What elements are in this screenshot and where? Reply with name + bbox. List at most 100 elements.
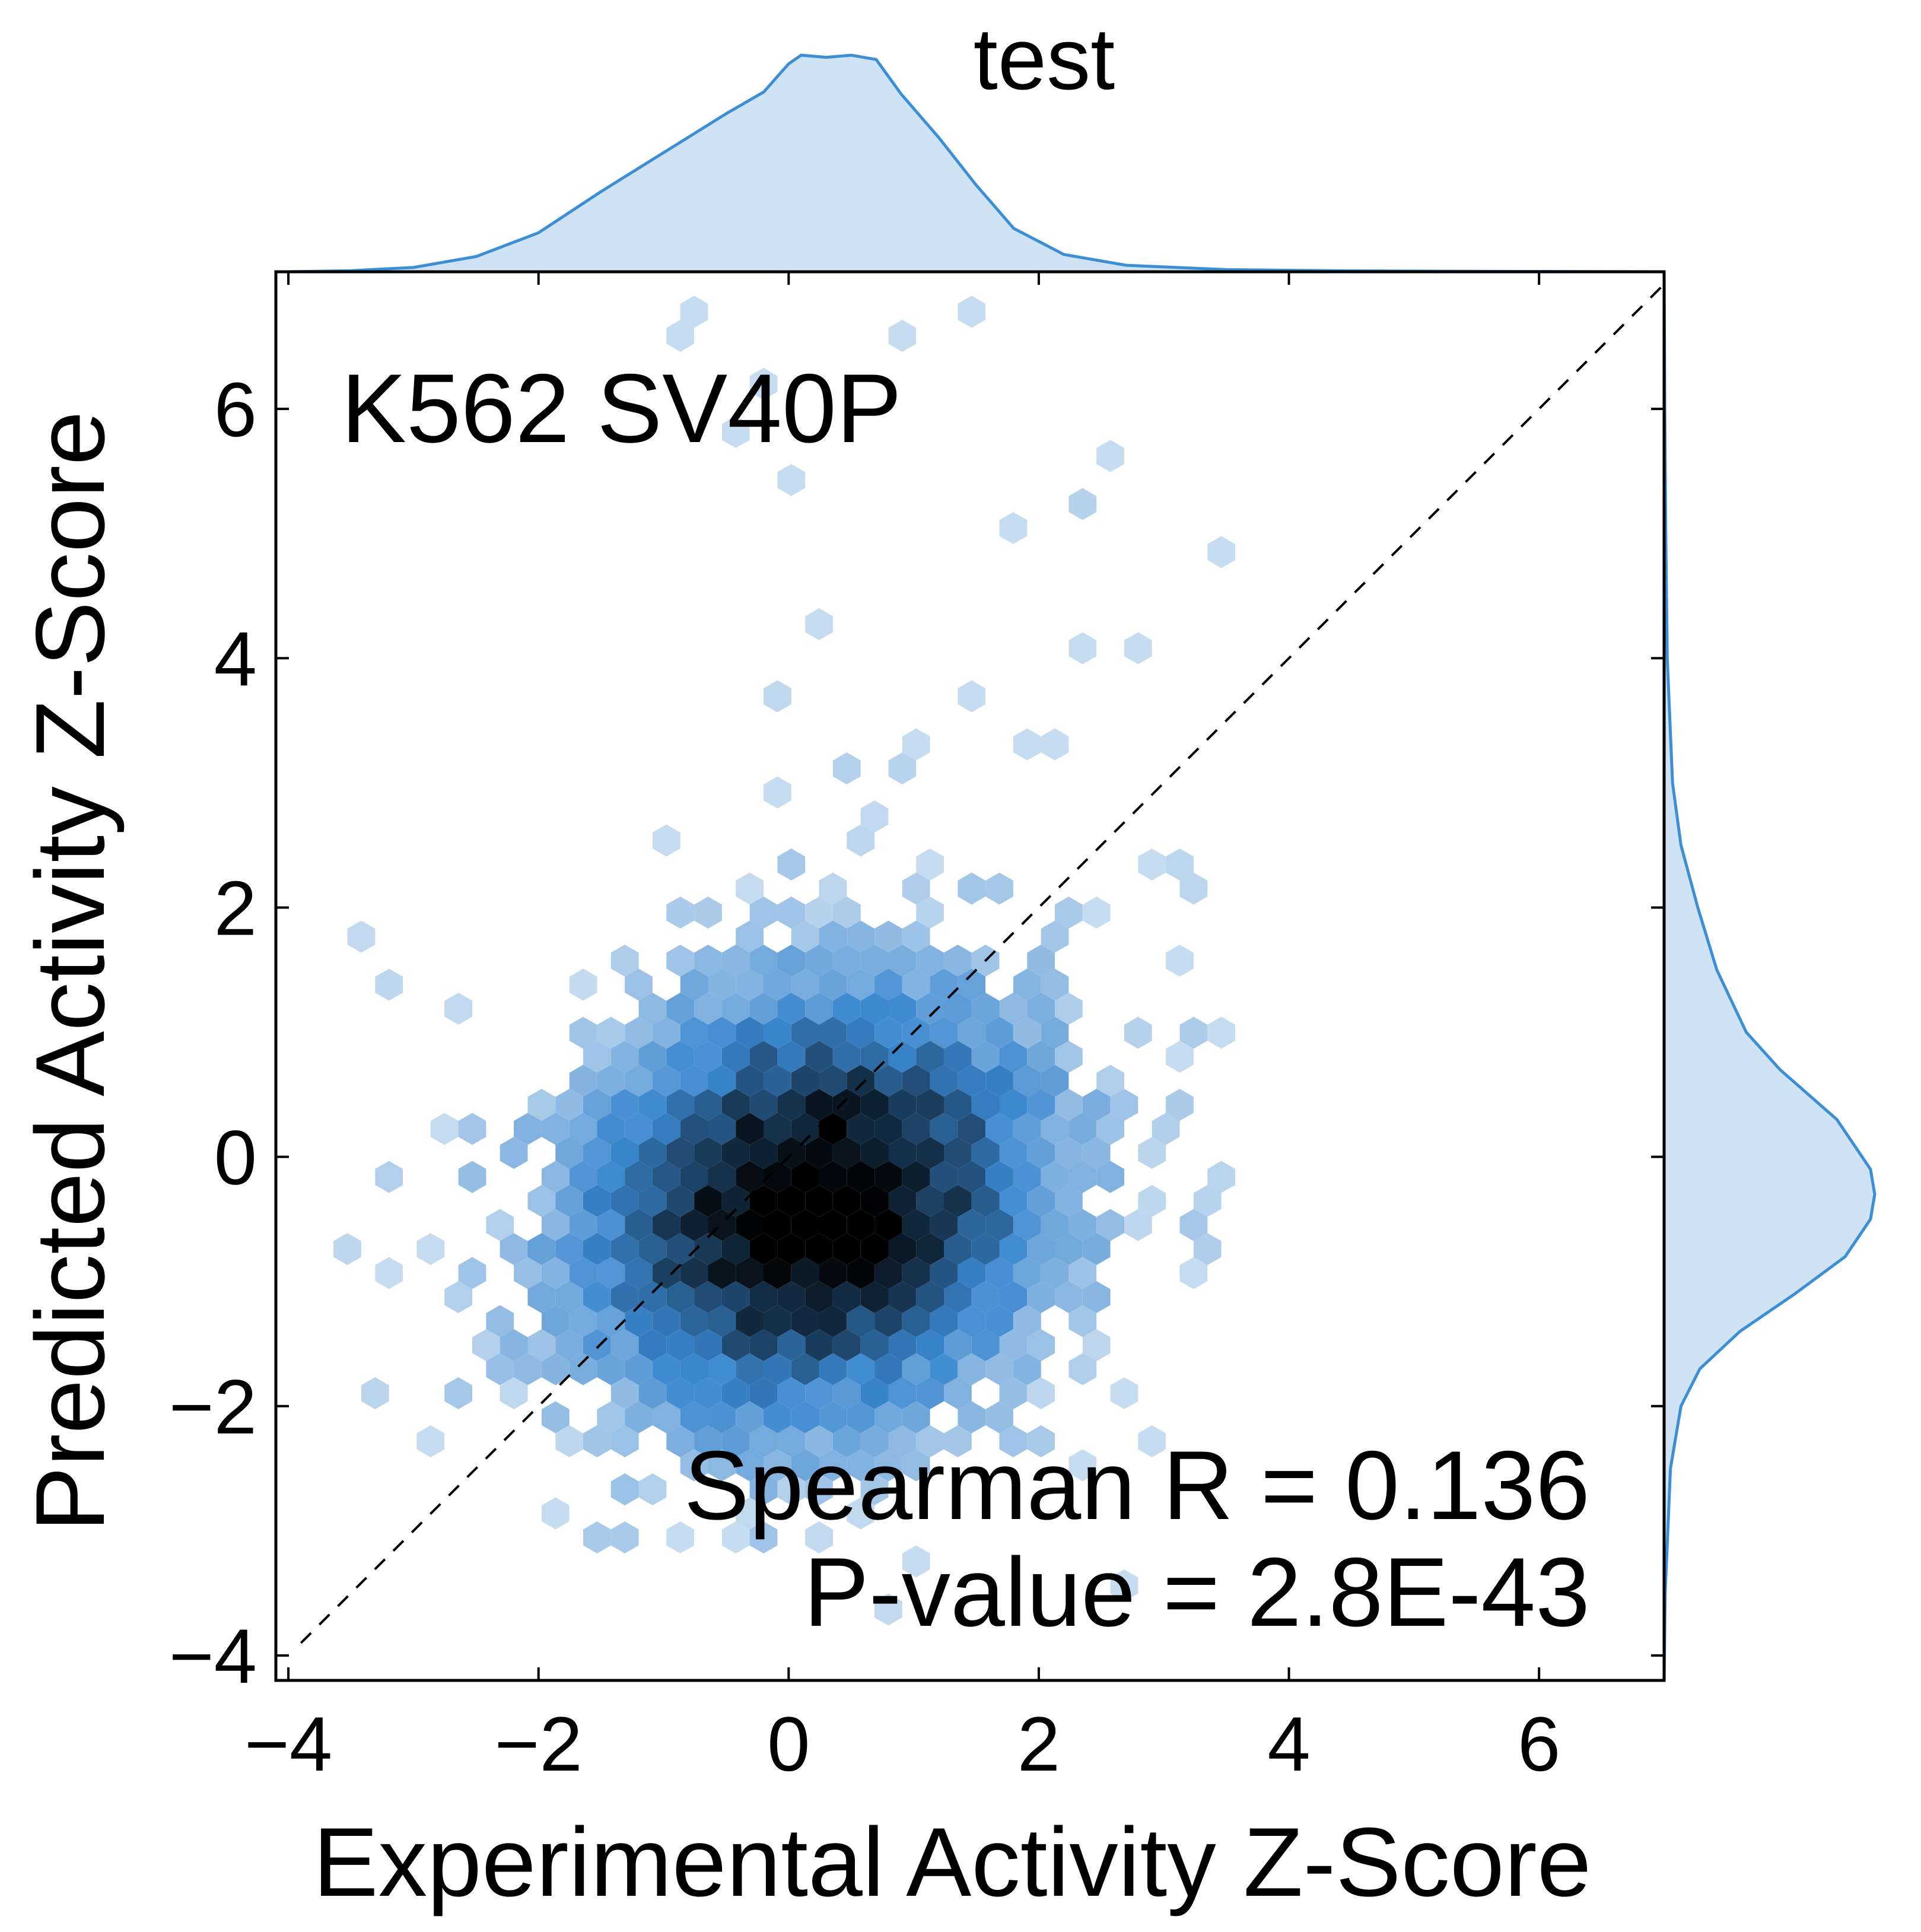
hexbin-cell <box>749 1089 778 1121</box>
hexbin-cell <box>749 945 778 977</box>
hexbin-cell <box>541 1353 570 1386</box>
hexbin-cell <box>1041 1209 1069 1241</box>
hexbin-cell <box>832 1041 861 1073</box>
hexbin-cell <box>999 1089 1028 1121</box>
hexbin-cell <box>999 1281 1028 1313</box>
hexbin-cell <box>1193 1185 1222 1217</box>
hexbin-cell <box>472 1329 500 1361</box>
hexbin-cell <box>1027 1329 1055 1361</box>
hexbin-cell <box>1096 1064 1124 1097</box>
hexbin-cell <box>694 1425 722 1457</box>
hexbin-cell <box>777 1041 806 1073</box>
hexbin-cell <box>361 1377 389 1409</box>
hexbin-cell <box>819 872 847 905</box>
hexbin-cell <box>1110 1377 1138 1409</box>
hexbin-cell <box>375 1257 403 1289</box>
hexbin-cell <box>1138 1137 1166 1169</box>
hexbin-cell <box>514 1257 542 1289</box>
hexbin-cell <box>805 1137 833 1169</box>
hexbin-cell <box>638 1137 667 1169</box>
hexbin-cell <box>610 1329 639 1361</box>
hexbin-cell <box>832 1089 861 1121</box>
hexbin-cell <box>444 993 472 1025</box>
hexbin-cell <box>888 752 917 784</box>
hexbin-cell <box>791 1449 819 1482</box>
hexbin-cell <box>458 1161 486 1193</box>
hexbin-cell <box>1179 1016 1208 1049</box>
hexbin-cell <box>680 1353 708 1386</box>
hexbin-cell <box>736 1113 764 1145</box>
hexbin-cell <box>819 1353 847 1386</box>
hexbin-cell <box>638 1473 667 1505</box>
hexbin-cell <box>638 1377 667 1409</box>
hexbin-cell <box>708 1305 736 1337</box>
hexbin-cell <box>791 1064 819 1097</box>
hexbin-cell <box>764 680 791 713</box>
hexbin-cell <box>805 1281 833 1313</box>
hexbin-cell <box>736 1305 764 1337</box>
hexbin-cell <box>985 1161 1013 1193</box>
hexbin-cell <box>764 1401 791 1434</box>
hexbin-cell <box>832 1233 861 1265</box>
hexbin-cell <box>1027 945 1055 977</box>
hexbin-cell <box>721 1377 750 1409</box>
hexbin-cell <box>1138 849 1166 881</box>
hexbin-cell <box>666 1425 695 1457</box>
hexbin-cell <box>916 1329 944 1361</box>
hexbin-cell <box>916 1041 944 1073</box>
hexbin-cell <box>874 968 902 1001</box>
hexbin-cell <box>791 1161 819 1193</box>
hexbin-cell <box>805 1329 833 1361</box>
hexbin-cell <box>569 1353 597 1386</box>
identity-line <box>300 283 1665 1644</box>
hexbin-cell <box>680 968 708 1001</box>
hexbin-cell <box>764 1353 791 1386</box>
hexbin-cell <box>1013 728 1041 761</box>
hexbin-cell <box>610 1089 639 1121</box>
hexbin-cell <box>985 1209 1013 1241</box>
hexbin-cell <box>888 993 917 1025</box>
hexbin-cell <box>610 1185 639 1217</box>
hexbin-cell <box>847 968 875 1001</box>
hexbin-cell <box>721 1089 750 1121</box>
hexbin-cell <box>1055 1281 1083 1313</box>
hexbin-cell <box>902 728 930 761</box>
hexbin-cell <box>860 1185 889 1217</box>
hexbin-cell <box>708 968 736 1001</box>
hexbin-cell <box>694 1089 722 1121</box>
hexbin-cell <box>860 993 889 1025</box>
hexbin-cell <box>958 968 986 1001</box>
hexbin-cell <box>1096 1161 1124 1193</box>
hexbin-cell <box>764 1064 791 1097</box>
hexbin-cell <box>597 1016 625 1049</box>
hexbin-cell <box>569 1305 597 1337</box>
hexbin-cell <box>666 1041 695 1073</box>
hexbin-cell <box>430 1113 459 1145</box>
hexbin-cell <box>999 1137 1028 1169</box>
hexbin-cell <box>874 1257 902 1289</box>
hexbin-cell <box>1138 1185 1166 1217</box>
hexbin-cell <box>944 1281 972 1313</box>
hexbin-cell <box>749 1281 778 1313</box>
hexbin-cell <box>708 1401 736 1434</box>
hexbin-cell <box>1179 1257 1208 1289</box>
hexbin-cell <box>860 1377 889 1409</box>
hexbin-cell <box>583 1089 611 1121</box>
hexbin-cell <box>764 776 791 809</box>
hexbin-cell <box>749 993 778 1025</box>
hexbin-cell <box>555 1329 583 1361</box>
hexbin-cell <box>847 920 875 953</box>
hexbin-cell <box>819 1305 847 1337</box>
hexbin-cell <box>666 1521 695 1553</box>
hexbin-cell <box>1041 1257 1069 1289</box>
hexbin-cell <box>958 1401 986 1434</box>
hexbin-cell <box>736 1209 764 1241</box>
hexbin-cell <box>1013 968 1041 1001</box>
x-tick-label: 4 <box>1267 1701 1310 1787</box>
hexbin-cell <box>1068 1257 1097 1289</box>
hexbin-cell <box>1124 632 1152 665</box>
hexbin-cell <box>625 1113 653 1145</box>
hexbin-cell <box>652 1016 680 1049</box>
hexbin-cell <box>805 897 833 929</box>
hexbin-cell <box>721 993 750 1025</box>
